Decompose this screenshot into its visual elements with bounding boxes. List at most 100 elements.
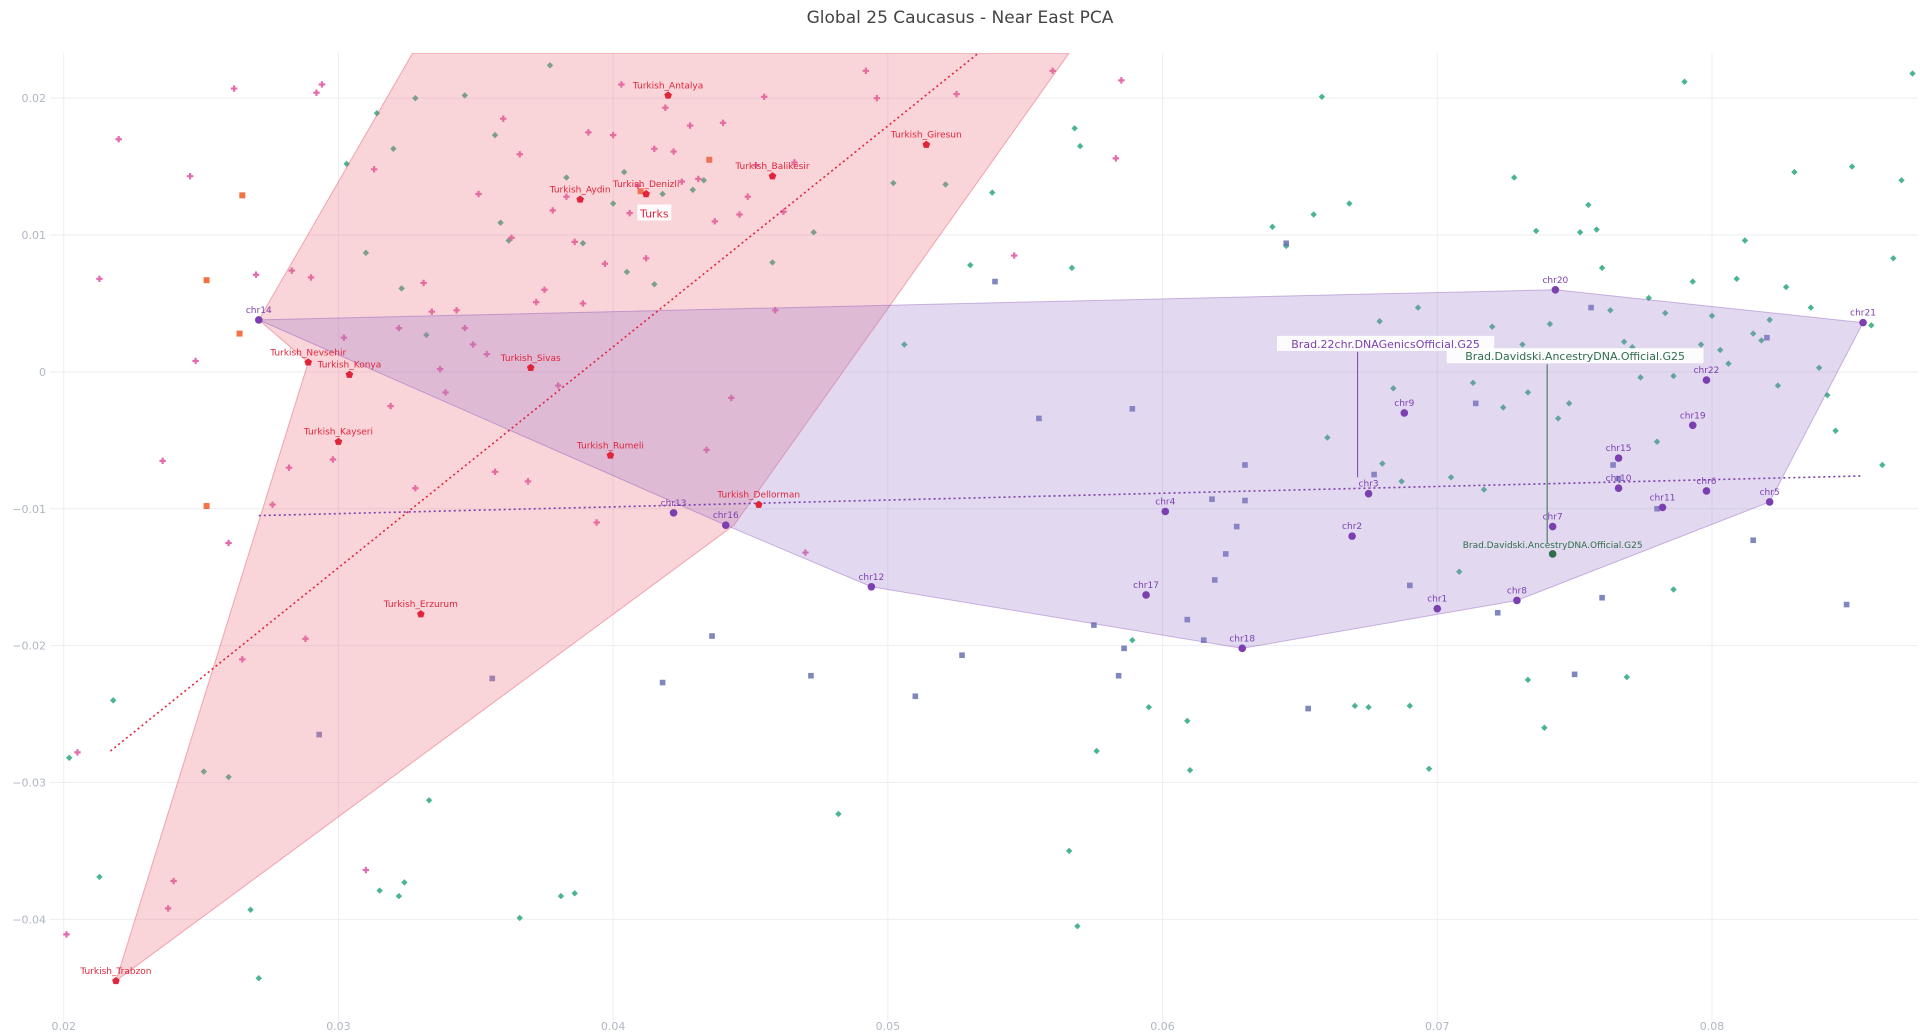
green-diamond-point (225, 773, 232, 781)
green-diamond-point (398, 285, 405, 292)
green-diamond-point (200, 768, 208, 775)
pink-cross-point (728, 394, 735, 402)
blue-square-point (1610, 462, 1616, 468)
turks-trend-line (109, 53, 980, 752)
turk-population-point (304, 358, 313, 366)
annotation-bg (1277, 335, 1495, 351)
turk-population-label: Turkish_Rumeli (576, 441, 644, 451)
annotation-bg (1446, 348, 1704, 364)
turks-group-label: Turks (639, 208, 669, 221)
turks-group-label-bg (637, 204, 672, 221)
y-tick-label: −0.01 (12, 503, 46, 516)
blue-square-point (1283, 240, 1289, 247)
pink-cross-point (192, 357, 199, 365)
green-diamond-point (1708, 312, 1716, 319)
pink-cross-point (453, 307, 460, 314)
green-diamond-point (1318, 93, 1326, 100)
pink-cross-point (500, 115, 507, 122)
blue-square-point (1209, 496, 1215, 502)
grid-layer: 0.02 0.03 0.04 0.05 0.06 0.07 0.08 0.02 0.01 0 −0.… (12, 53, 1918, 1032)
chromosome-label: chr16 (713, 511, 739, 521)
pink-cross-point (626, 209, 633, 217)
green-diamond-point (623, 268, 631, 276)
chromosome-point (254, 316, 263, 324)
chromosome-point (1161, 507, 1170, 516)
blue-square-point (659, 679, 666, 686)
pink-cross-point (269, 501, 276, 508)
green-diamond-point (1824, 391, 1831, 399)
pink-cross-point (563, 193, 570, 200)
pink-cross-point (670, 148, 677, 155)
chromosome-label: chr4 (1155, 497, 1175, 507)
blue-square-point (1242, 462, 1248, 468)
blue-square-point (1233, 523, 1240, 530)
green-diamond-point (1554, 415, 1562, 422)
green-diamond-point (1689, 278, 1696, 285)
green-diamond-point (1469, 379, 1477, 387)
green-diamond-point (689, 186, 697, 194)
green-diamond-point (1741, 237, 1749, 244)
x-tick-label: 0.08 (1700, 1020, 1725, 1032)
pink-cross-point (953, 90, 960, 98)
chromosome-point (1142, 591, 1150, 599)
green-diamond-point (1593, 226, 1600, 233)
y-tick-label: −0.03 (12, 776, 46, 789)
chromosome-label: chr11 (1650, 493, 1676, 503)
green-diamond-point (1909, 70, 1916, 77)
green-diamond-point (491, 131, 499, 139)
green-diamond-point (1390, 385, 1397, 392)
blue-square-point (1615, 475, 1622, 482)
pink-cross-point (170, 877, 177, 885)
turk-population-label: Turkish_Aydin (549, 185, 611, 195)
green-diamond-point (1365, 704, 1372, 711)
chromosome-label: chr7 (1543, 513, 1563, 523)
turk-population-point (754, 500, 763, 508)
blue-square-point (1121, 645, 1127, 652)
chromosome-label: chr19 (1680, 411, 1706, 421)
turk-population-point (526, 363, 535, 372)
background-points-layer (63, 62, 1916, 982)
blue-square-point (1184, 616, 1191, 623)
green-diamond-point (1620, 338, 1628, 345)
pink-cross-point (302, 635, 309, 642)
green-diamond-point (1456, 568, 1463, 575)
green-diamond-point (1868, 322, 1875, 329)
ancestry-sample-point (1548, 550, 1557, 558)
green-diamond-point (1076, 142, 1084, 150)
chromosome-point (1765, 498, 1774, 506)
green-diamond-point (890, 179, 897, 187)
chromosome-point (1702, 487, 1711, 495)
green-diamond-point (557, 892, 565, 900)
pink-cross-point (285, 464, 293, 471)
pink-cross-point (63, 931, 70, 938)
pink-cross-point (541, 286, 548, 293)
annotation-label: Brad.Davidski.AncestryDNA.Official.G25 (1465, 350, 1685, 363)
pink-cross-point (159, 457, 166, 465)
pink-cross-point (524, 478, 532, 485)
green-diamond-point (579, 240, 587, 247)
pink-cross-point (469, 341, 477, 348)
blue-square-point (1200, 637, 1207, 643)
chromosome-label: chr5 (1760, 488, 1780, 498)
pink-cross-point (475, 190, 482, 198)
chromosome-point (1859, 318, 1867, 327)
pink-cross-point (288, 267, 295, 274)
pink-cross-point (772, 307, 779, 314)
chromosome-point (1702, 376, 1711, 384)
green-diamond-point (1670, 372, 1677, 380)
blue-square-point (1242, 497, 1248, 504)
orange-square-point (706, 156, 713, 163)
pink-cross-point (711, 218, 718, 225)
chromosome-label: chr17 (1133, 581, 1159, 591)
pink-cross-point (74, 749, 81, 756)
green-diamond-point (1310, 211, 1317, 218)
green-diamond-point (1576, 229, 1584, 236)
green-diamond-point (1645, 294, 1652, 302)
green-diamond-point (373, 110, 381, 117)
green-diamond-point (1733, 275, 1740, 283)
pink-cross-point (428, 308, 436, 315)
blue-square-point (1764, 334, 1770, 341)
pink-cross-point (593, 519, 600, 526)
orange-square-point (239, 192, 246, 199)
